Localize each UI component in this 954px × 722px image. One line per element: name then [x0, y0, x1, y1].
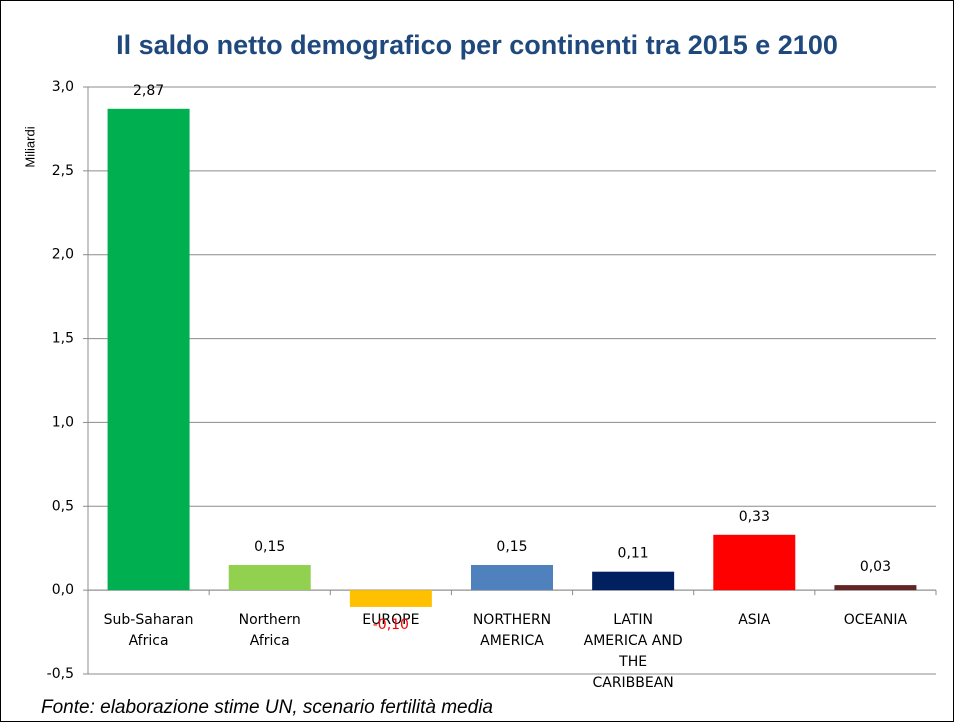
x-tick-label-line: CARIBBEAN: [592, 675, 673, 691]
x-tick-label: NORTHERN AMERICA: [473, 612, 551, 649]
x-tick-label-line: AMERICA AND: [584, 633, 683, 649]
x-tick-label-line: OCEANIA: [844, 612, 908, 628]
x-tick-label-line: THE: [618, 654, 647, 670]
bar: [713, 534, 796, 591]
bar: [592, 571, 675, 591]
x-tick-label-line: Africa: [250, 633, 290, 649]
x-tick-label: OCEANIA: [844, 612, 908, 628]
x-tick-label-line: Sub-Saharan: [104, 612, 194, 628]
x-tick-label: LATIN AMERICA AND THE CARIBBEAN: [584, 612, 683, 691]
x-tick-label: Sub-Saharan Africa: [104, 612, 194, 649]
x-tick-label-line: NORTHERN: [473, 612, 551, 628]
x-tick-label-line: ASIA: [738, 612, 771, 628]
y-tick-label: 1,5: [52, 331, 74, 347]
source-note: Fonte: elaborazione stime UN, scenario f…: [41, 697, 493, 718]
bar: [471, 564, 553, 591]
value-label: 0,33: [739, 509, 770, 525]
value-label: -0,10: [373, 617, 409, 633]
x-tick-label: ASIA: [738, 612, 771, 628]
bar: [834, 585, 917, 591]
value-label: 0,11: [618, 546, 649, 562]
y-tick-label: 3,0: [52, 79, 74, 95]
y-axis-label: Miliardi: [22, 126, 37, 167]
x-tick-label-line: AMERICA: [480, 633, 544, 649]
y-tick-label: 2,5: [52, 163, 74, 179]
value-label: 2,87: [133, 83, 164, 99]
bar: [228, 564, 311, 591]
chart-title: Il saldo netto demografico per continent…: [116, 30, 838, 60]
x-tick-label-line: Northern: [239, 612, 301, 628]
y-tick-label: -0,5: [47, 666, 74, 682]
y-tick-label: 2,0: [52, 247, 74, 263]
x-tick-label: EUROPE: [362, 612, 419, 628]
y-tick-label: 1,0: [52, 414, 74, 430]
y-tick-label: 0,5: [52, 498, 74, 514]
x-tick-label: Northern Africa: [239, 612, 301, 649]
x-tick-label-line: Africa: [129, 633, 169, 649]
x-tick-label-line: LATIN: [613, 612, 653, 628]
y-tick-label: 0,0: [52, 582, 74, 598]
x-tick-label-line: EUROPE: [362, 612, 419, 628]
bar: [107, 108, 190, 591]
value-label: 0,03: [860, 559, 891, 575]
value-label: 0,15: [496, 539, 527, 555]
value-label: 0,15: [254, 539, 285, 555]
bar: [349, 590, 432, 607]
